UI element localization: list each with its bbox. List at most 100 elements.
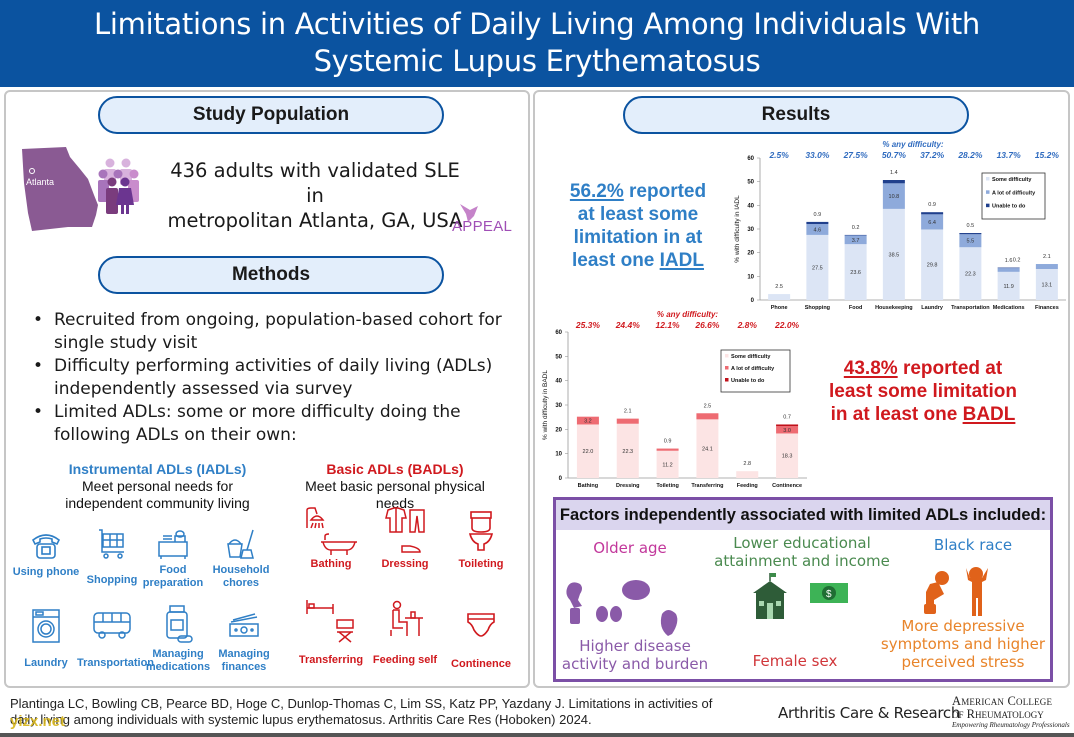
- bar-segment: [656, 450, 679, 478]
- badl-summary-stat: 43.8% reported at least some limitation …: [829, 358, 1017, 425]
- y-axis-label: % with difficulty in BADL: [542, 370, 549, 440]
- data-label: 24.1: [702, 447, 713, 453]
- y-tick-label: 30: [555, 403, 562, 409]
- methods-list: Recruited from ongoing, population-based…: [30, 309, 520, 447]
- badl-item-bathing: Bathing: [296, 506, 366, 571]
- methods-bullet: Difficulty performing activities of dail…: [30, 355, 520, 401]
- appeal-butterfly-icon: [460, 204, 478, 222]
- legend-label: A lot of difficulty: [731, 366, 775, 372]
- y-tick-label: 0: [559, 476, 563, 482]
- bed-chair-icon: [306, 600, 354, 643]
- study-population-heading: Study Population: [98, 96, 444, 134]
- bar-segment: [776, 426, 799, 434]
- x-tick-label: Transferring: [691, 483, 723, 489]
- data-label: 0.2: [852, 225, 860, 231]
- badl-item-transferring: Transferring: [296, 598, 366, 667]
- x-tick-label: Shopping: [805, 305, 830, 311]
- total-percent-label: 25.3%: [575, 320, 601, 330]
- stressed-people-icon: [924, 567, 988, 616]
- data-label: 2.8: [743, 461, 751, 467]
- x-tick-label: Laundry: [921, 305, 944, 311]
- badl-title: Basic ADLs (BADLs): [326, 461, 464, 477]
- iadl-item-managing-medications: Managing medications: [143, 604, 213, 674]
- x-tick-label: Dressing: [616, 483, 640, 489]
- y-tick-label: 20: [747, 251, 754, 257]
- iadl-summary-stat: 56.2% reported at least some limitation …: [569, 181, 707, 271]
- data-label: 3.7: [852, 238, 860, 244]
- chart-legend: Some difficulty A lot of difficulty Unable…: [981, 172, 1046, 220]
- bar-segment: [576, 424, 599, 478]
- chart-title: % any difficulty:: [882, 140, 944, 149]
- bar-segment: [959, 234, 982, 248]
- data-label: 3.2: [584, 419, 592, 425]
- study-population-text: 436 adults with validated SLE in metropo…: [165, 158, 465, 233]
- data-label: 1.4: [890, 170, 898, 176]
- data-label: 27.5: [812, 265, 823, 271]
- factor-older-age: Older age: [593, 539, 667, 557]
- data-label: 22.0: [583, 449, 594, 455]
- diaper-icon: [467, 613, 495, 637]
- total-percent-label: 50.7%: [882, 150, 907, 160]
- bottom-bar: [0, 733, 1074, 737]
- data-label: 22.3: [622, 449, 633, 455]
- legend-label: Unable to do: [992, 204, 1026, 210]
- journal-name: Arthritis Care & Research: [778, 704, 961, 722]
- total-percent-label: 22.0%: [774, 320, 800, 330]
- total-percent-label: 2.8%: [737, 320, 758, 330]
- factor-black-race: Black race: [933, 536, 1013, 554]
- factor-female-sex: Female sex: [752, 652, 838, 670]
- total-percent-label: 12.1%: [656, 320, 681, 330]
- citation: Plantinga LC, Bowling CB, Pearce BD, Hog…: [10, 696, 713, 727]
- iadl-subtitle-1: Meet personal needs for: [82, 478, 233, 494]
- y-tick-label: 50: [747, 180, 754, 186]
- bar-segment: [776, 433, 799, 478]
- x-tick-label: Transportation: [951, 305, 990, 311]
- legend-box: [720, 349, 791, 393]
- data-label: 11.2: [662, 462, 672, 468]
- data-label: 13.1: [1042, 282, 1053, 288]
- data-label: 2.5: [775, 284, 783, 290]
- bar-segment: [921, 229, 944, 300]
- data-label: 4.6: [814, 227, 822, 233]
- bar-segment: [806, 221, 829, 225]
- iadl-item-transportation: Transportation: [77, 610, 154, 670]
- methods-bullet: Limited ADLs: some or more difficulty do…: [30, 401, 520, 447]
- chart-legend: Some difficulty A lot of difficulty Unable…: [720, 349, 791, 393]
- joint-icon: [566, 582, 582, 608]
- iadl-summary-percent: 56.2%: [569, 181, 624, 202]
- y-tick-label: 10: [555, 452, 562, 458]
- total-percent-label: 26.6%: [694, 320, 720, 330]
- watermark: yizx.net: [10, 713, 66, 730]
- stressed-person-icon: [969, 567, 983, 581]
- iadl-item-managing-finances: Managing finances: [209, 610, 279, 674]
- y-tick-label: 60: [747, 156, 754, 162]
- iadl-bar-chart: % any difficulty: % with difficulty in IA…: [734, 140, 1066, 311]
- legend-label: Unable to do: [731, 378, 765, 384]
- total-percent-label: 2.5%: [768, 150, 789, 160]
- bar-segment: [844, 234, 867, 236]
- legend-swatch: [986, 177, 990, 181]
- brain-icon: [622, 580, 650, 600]
- svg-text:$: $: [826, 589, 832, 600]
- map-city-label: Atlanta: [26, 177, 54, 187]
- x-tick-label: Medications: [993, 305, 1025, 311]
- kidney-icon: [596, 606, 608, 622]
- data-label: 0.5: [967, 223, 975, 229]
- shopping-cart-icon: [99, 529, 124, 559]
- bar-segment: [882, 183, 905, 209]
- bucket-broom-icon: [227, 529, 254, 559]
- x-tick-label: Food: [849, 305, 862, 311]
- person-eating-icon: [390, 600, 423, 636]
- population-line-2: metropolitan Atlanta, GA, USA: [167, 209, 463, 232]
- appeal-logo: APPEAL: [452, 218, 513, 235]
- badl-item-continence: Continence: [446, 610, 516, 671]
- total-percent-label: 33.0%: [805, 150, 830, 160]
- data-label: 0.2: [1013, 258, 1021, 264]
- washing-machine-icon: [32, 609, 60, 643]
- iadl-subtitle-2: independent community living: [65, 495, 250, 511]
- bar-segment: [921, 214, 944, 230]
- bar-segment: [656, 448, 679, 451]
- bar-segment: [616, 418, 639, 424]
- data-label: 5.5: [967, 239, 975, 245]
- data-label: 3.0: [783, 428, 791, 434]
